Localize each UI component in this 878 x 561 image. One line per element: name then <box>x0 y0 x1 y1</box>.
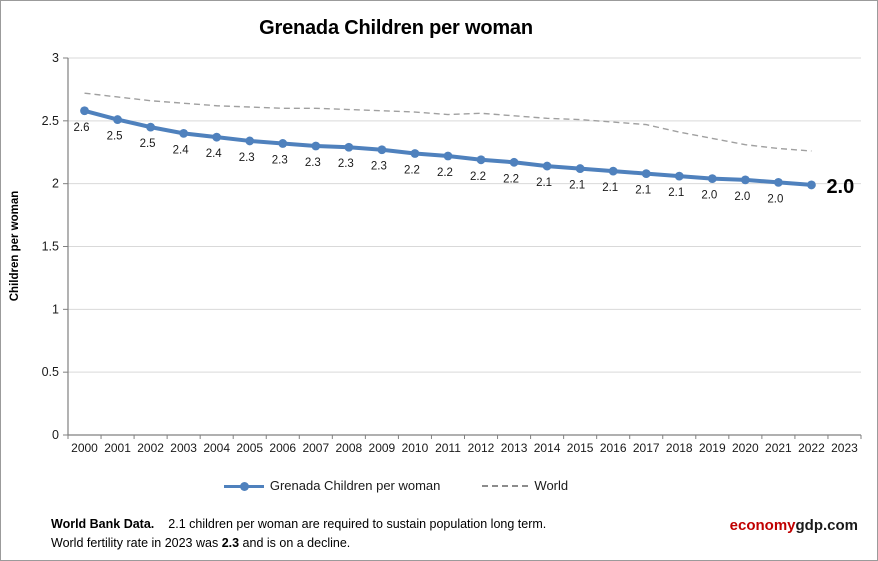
svg-text:2.0: 2.0 <box>767 193 783 205</box>
world-dash-sample-icon <box>482 479 529 493</box>
svg-text:2.3: 2.3 <box>239 152 255 164</box>
legend-item-world[interactable]: World <box>482 478 568 493</box>
svg-text:2008: 2008 <box>336 441 363 455</box>
svg-text:2023: 2023 <box>831 441 858 455</box>
svg-text:2.3: 2.3 <box>272 154 288 166</box>
svg-text:2.2: 2.2 <box>437 167 453 179</box>
fertility-chart: 0 0.5 1 1.5 2 2.5 3 2000 2001 2002 2003 2004 2005 200… <box>9 51 862 455</box>
grenada-markers <box>80 106 816 190</box>
gridlines <box>68 57 861 373</box>
footer-line2-suffix: and is on a decline. <box>239 536 351 550</box>
svg-text:0: 0 <box>52 428 59 442</box>
svg-text:2021: 2021 <box>765 441 792 455</box>
footer-line1-text: 2.1 children per woman are required to s… <box>168 517 547 531</box>
svg-text:2.1: 2.1 <box>569 180 585 192</box>
svg-text:1: 1 <box>52 302 59 316</box>
svg-text:2.0: 2.0 <box>701 190 717 202</box>
svg-text:2018: 2018 <box>666 441 693 455</box>
legend: Grenada Children per woman World <box>1 478 791 493</box>
footer-note: World Bank Data. 2.1 children per woman a… <box>51 515 671 553</box>
svg-text:2004: 2004 <box>203 441 230 455</box>
svg-text:2006: 2006 <box>269 441 296 455</box>
y-axis-title: Children per woman <box>9 191 21 302</box>
svg-text:2.4: 2.4 <box>206 148 223 160</box>
svg-text:2.1: 2.1 <box>602 182 618 194</box>
svg-text:3: 3 <box>52 51 59 65</box>
svg-text:2.5: 2.5 <box>140 138 156 150</box>
legend-label-grenada: Grenada Children per woman <box>269 478 441 493</box>
svg-text:2001: 2001 <box>104 441 131 455</box>
svg-text:2017: 2017 <box>633 441 660 455</box>
svg-text:2: 2 <box>52 177 59 191</box>
svg-text:2020: 2020 <box>732 441 759 455</box>
svg-text:2.2: 2.2 <box>470 171 486 183</box>
svg-text:2.4: 2.4 <box>173 144 190 156</box>
svg-text:2.2: 2.2 <box>404 165 420 177</box>
svg-text:2.2: 2.2 <box>503 173 519 185</box>
svg-text:2002: 2002 <box>137 441 164 455</box>
svg-text:1.5: 1.5 <box>42 240 59 254</box>
legend-item-grenada[interactable]: Grenada Children per woman <box>223 478 441 493</box>
axes <box>63 57 862 439</box>
brand-logo[interactable]: economygdp.com <box>730 517 858 534</box>
chart-title: Grenada Children per woman <box>259 17 533 39</box>
footer-line2: World fertility rate in 2023 was 2.3 and… <box>51 534 671 553</box>
svg-text:2009: 2009 <box>369 441 396 455</box>
svg-text:2.0: 2.0 <box>734 191 750 203</box>
legend-label-world: World <box>534 478 569 493</box>
brand-red-part: economy <box>729 517 796 534</box>
svg-text:2000: 2000 <box>71 441 98 455</box>
brand-dark-part: gdp.com <box>795 517 859 534</box>
footer-line2-bold: 2.3 <box>221 536 240 550</box>
svg-text:2022: 2022 <box>798 441 825 455</box>
svg-text:2014: 2014 <box>534 441 561 455</box>
svg-text:2011: 2011 <box>435 441 461 455</box>
footer-source: World Bank Data. <box>51 517 155 531</box>
svg-text:2.5: 2.5 <box>42 114 59 128</box>
svg-text:2007: 2007 <box>302 441 329 455</box>
svg-text:2016: 2016 <box>600 441 627 455</box>
svg-text:2.1: 2.1 <box>635 185 651 197</box>
svg-text:0.5: 0.5 <box>42 365 59 379</box>
footer-line2-prefix: World fertility rate in 2023 was <box>51 536 222 550</box>
svg-text:2.1: 2.1 <box>536 177 552 189</box>
svg-text:2.0: 2.0 <box>826 176 854 198</box>
svg-text:2.3: 2.3 <box>338 158 354 170</box>
svg-text:2015: 2015 <box>567 441 594 455</box>
svg-text:2013: 2013 <box>501 441 528 455</box>
svg-text:2.5: 2.5 <box>107 131 123 143</box>
footer-line1: World Bank Data. 2.1 children per woman a… <box>51 515 671 534</box>
svg-text:2.3: 2.3 <box>305 157 321 169</box>
grenada-line-sample-icon <box>223 479 264 493</box>
svg-text:2005: 2005 <box>236 441 263 455</box>
svg-text:2.1: 2.1 <box>668 187 684 199</box>
world-line <box>84 92 812 152</box>
svg-text:2012: 2012 <box>468 441 495 455</box>
svg-text:2.6: 2.6 <box>74 122 90 134</box>
data-labels: 2.6 2.5 2.5 2.4 2.4 2.3 2.3 2.3 2.3 2.3 2.2 2.2 2.2 2… <box>74 122 855 206</box>
svg-text:2003: 2003 <box>170 441 197 455</box>
svg-text:2.3: 2.3 <box>371 161 387 173</box>
svg-text:2010: 2010 <box>402 441 429 455</box>
svg-text:2019: 2019 <box>699 441 726 455</box>
axis-labels: 0 0.5 1 1.5 2 2.5 3 2000 2001 2002 2003 2004 2005 200… <box>42 51 859 455</box>
